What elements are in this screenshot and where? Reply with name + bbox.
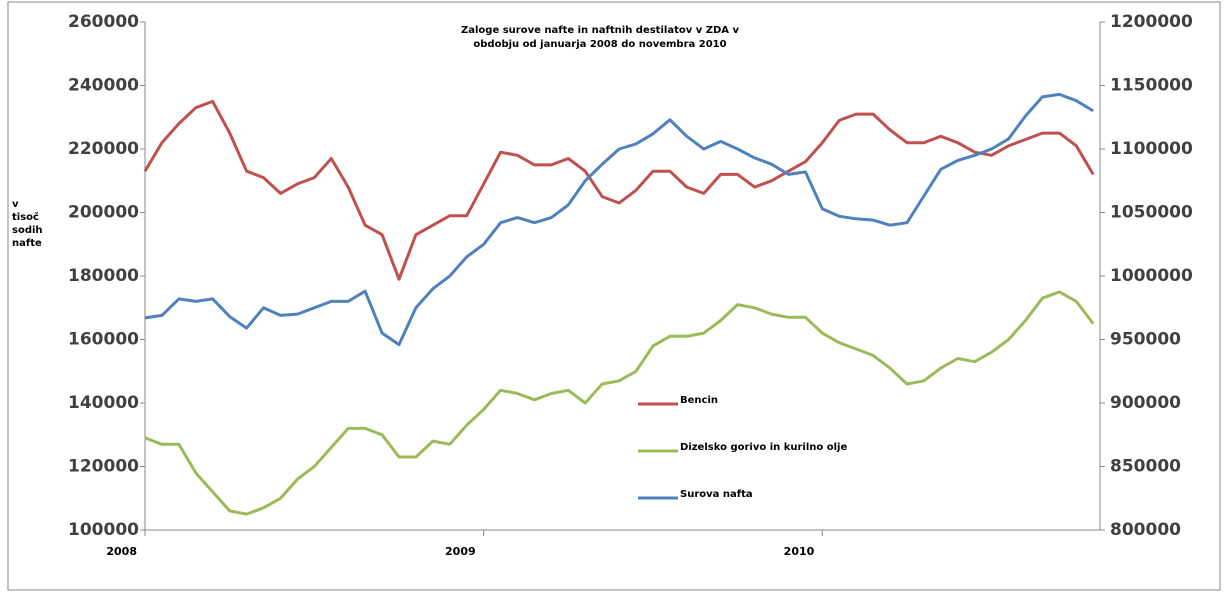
y-axis-label: tisoč bbox=[12, 211, 39, 223]
series-line bbox=[144, 92, 1094, 347]
y-axis-label: v bbox=[12, 199, 19, 210]
y2-tick-label: 1100000 bbox=[1110, 139, 1193, 159]
chart-title: obdobju od januarja 2008 do novembra 201… bbox=[473, 39, 726, 50]
legend-label: Dizelsko gorivo in kurilno olje bbox=[680, 442, 847, 453]
y-tick-label: 140000 bbox=[68, 393, 139, 413]
chart-frame bbox=[7, 1, 1221, 591]
y2-tick-label: 1200000 bbox=[1110, 12, 1193, 32]
chart-title: Zaloge surove nafte in naftnih destilato… bbox=[461, 25, 740, 36]
y-tick-label: 120000 bbox=[68, 457, 139, 477]
y2-tick-label: 1000000 bbox=[1110, 266, 1193, 286]
y-axis-label: sodih bbox=[12, 225, 43, 236]
y-tick-label: 260000 bbox=[68, 12, 139, 32]
y-tick-label: 220000 bbox=[68, 139, 139, 159]
legend-label: Bencin bbox=[680, 395, 718, 406]
y2-tick-label: 950000 bbox=[1110, 330, 1181, 350]
series-line bbox=[143, 99, 1095, 281]
y2-tick-label: 1150000 bbox=[1110, 76, 1193, 96]
x-tick-label: 2008 bbox=[106, 545, 137, 558]
y-axis-label: nafte bbox=[12, 238, 42, 249]
y-tick-label: 180000 bbox=[68, 266, 139, 286]
y2-tick-label: 900000 bbox=[1110, 393, 1181, 413]
y-tick-label: 160000 bbox=[68, 330, 139, 350]
series-line bbox=[144, 290, 1095, 516]
legend-label: Surova nafta bbox=[680, 489, 753, 500]
x-tick-label: 2010 bbox=[784, 545, 815, 558]
y-tick-label: 240000 bbox=[68, 76, 139, 96]
y-tick-label: 100000 bbox=[68, 520, 139, 540]
y2-tick-label: 800000 bbox=[1110, 520, 1181, 540]
y2-tick-label: 850000 bbox=[1110, 457, 1181, 477]
y-tick-label: 200000 bbox=[68, 203, 139, 223]
y2-tick-label: 1050000 bbox=[1110, 203, 1193, 223]
x-tick-label: 2009 bbox=[445, 545, 476, 558]
